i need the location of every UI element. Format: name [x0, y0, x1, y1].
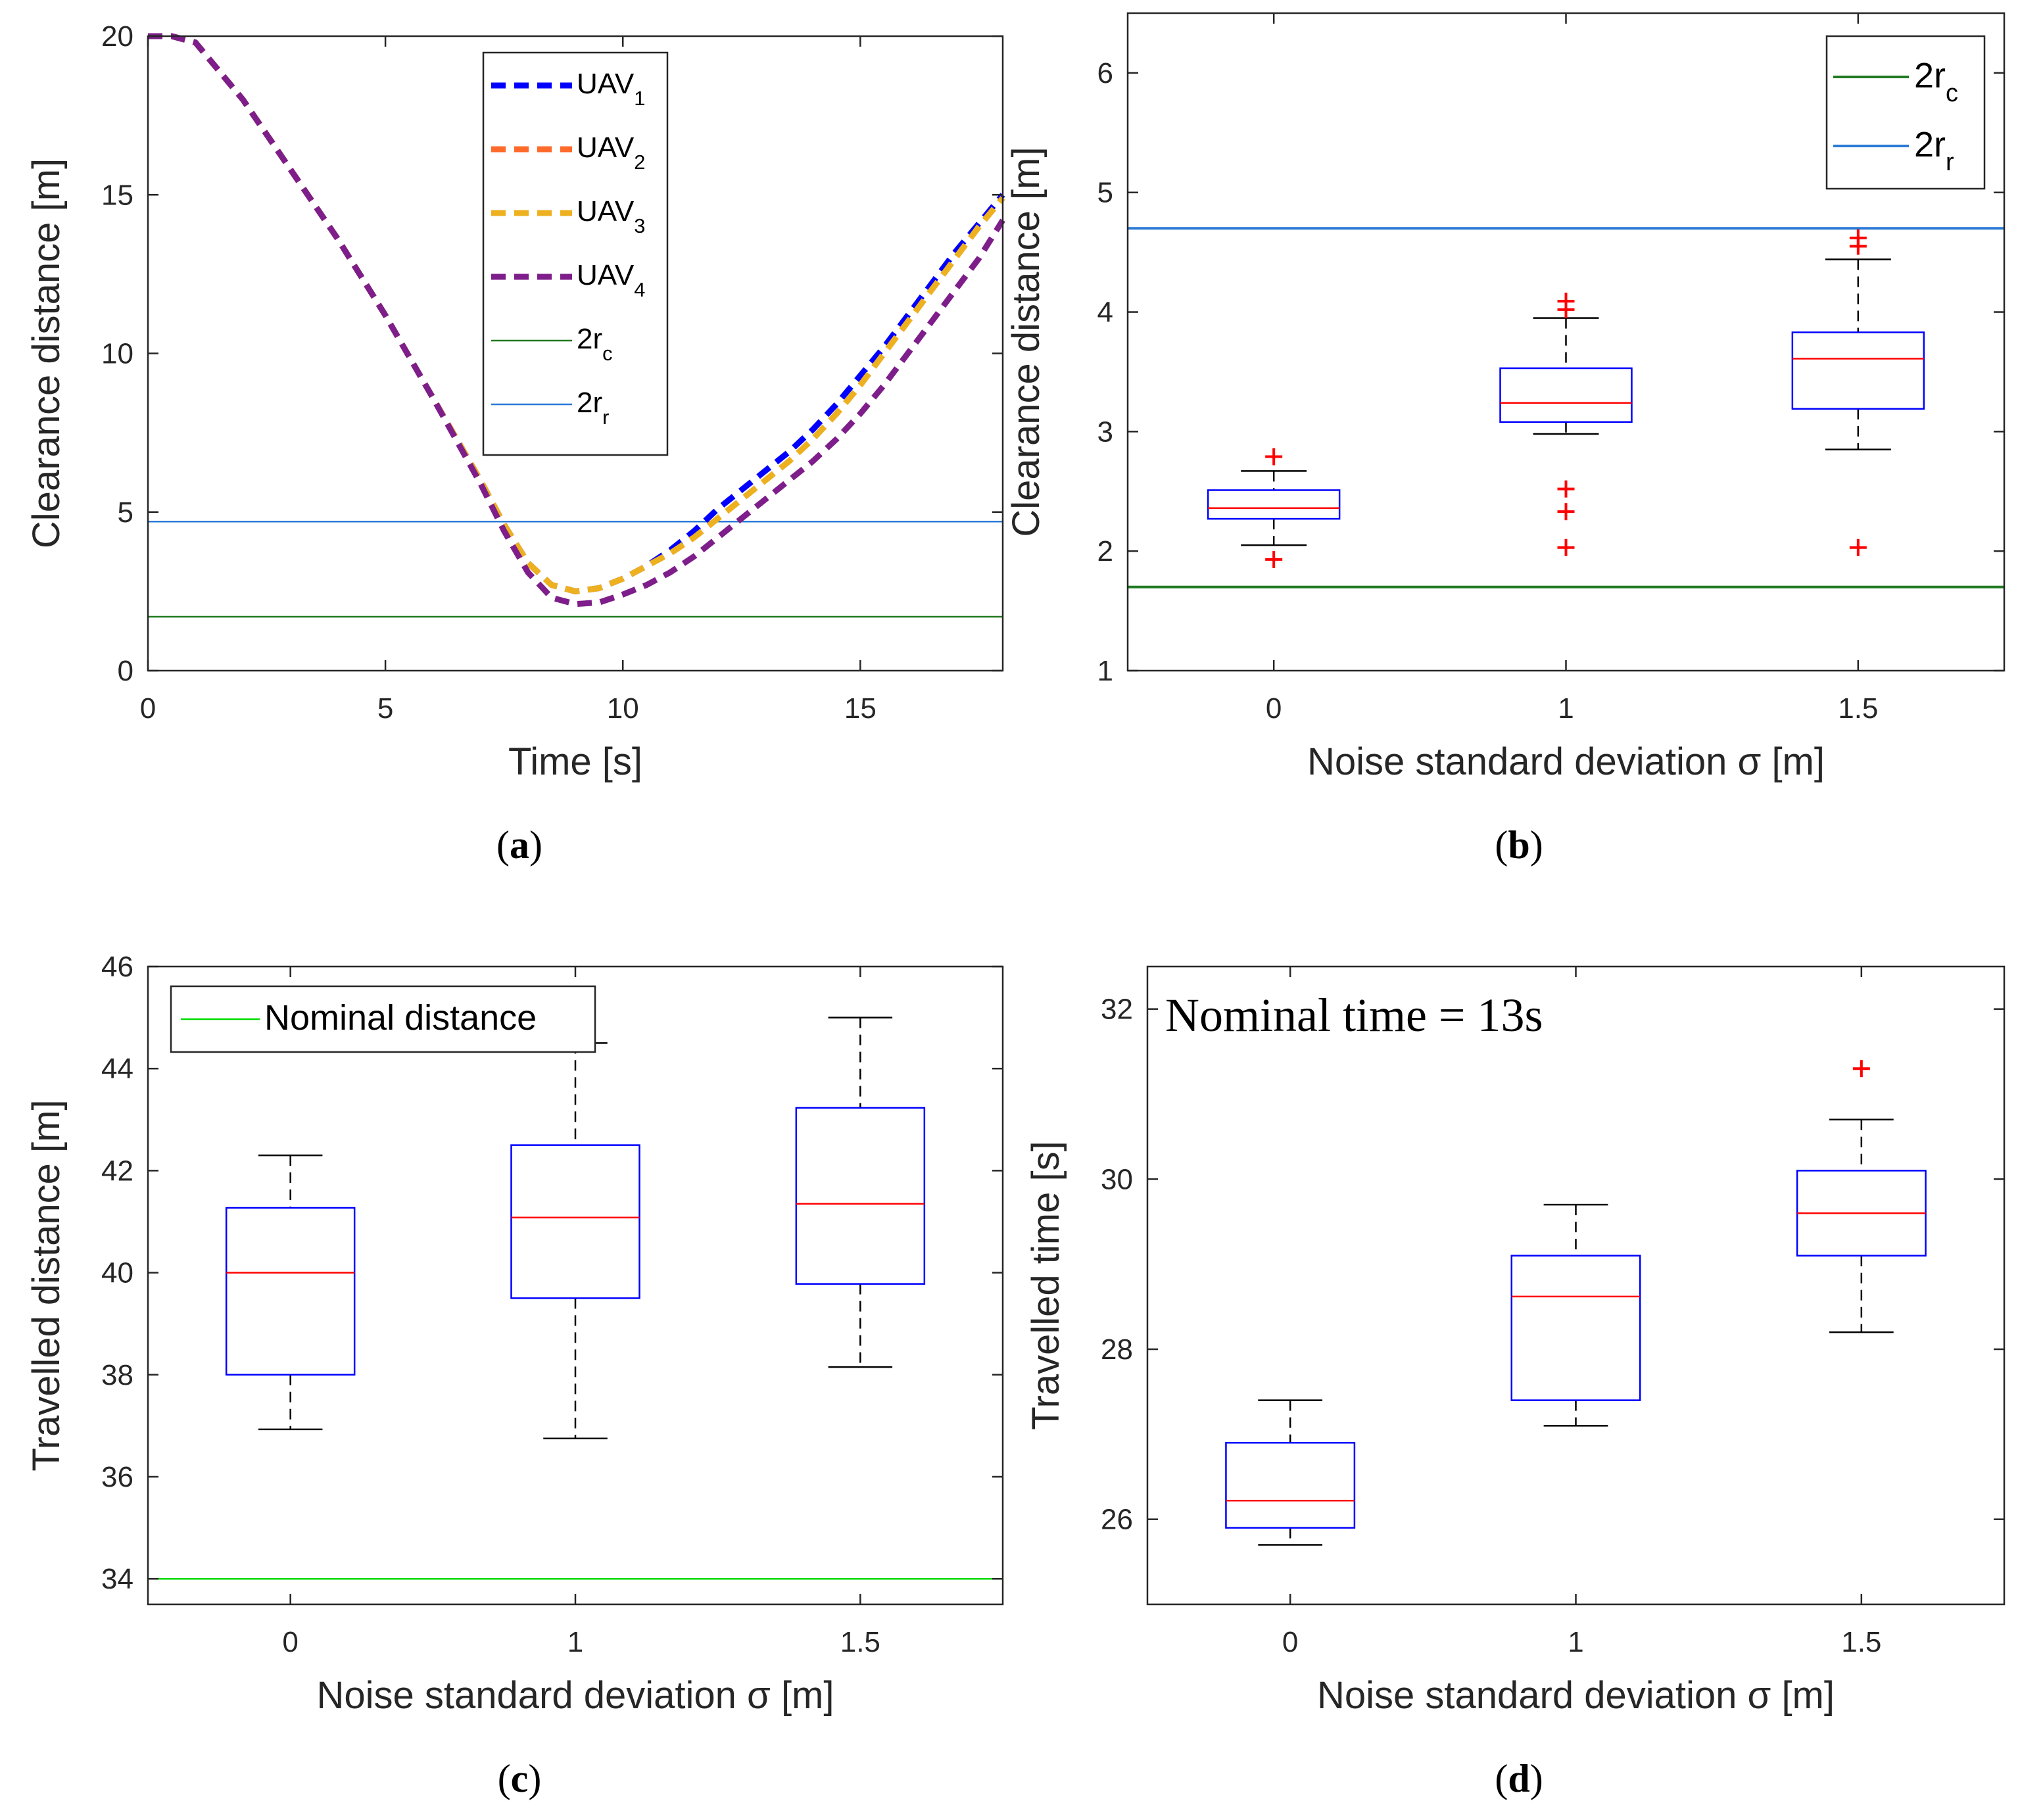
outlier-marker — [1852, 1060, 1870, 1078]
outlier-marker — [1265, 448, 1283, 466]
subfigure-label: (c) — [498, 1757, 542, 1800]
box-0 — [1225, 1399, 1356, 1546]
y-tick-label: 36 — [101, 1461, 133, 1493]
box-iqr — [1510, 1255, 1641, 1401]
y-tick-label: 46 — [101, 951, 133, 983]
box-2 — [1791, 229, 1925, 556]
y-tick-label: 44 — [101, 1053, 133, 1085]
outlier-marker — [1557, 539, 1575, 556]
y-axis-label: Travelled time [s] — [1024, 1141, 1067, 1429]
legend-label: UAV2 — [577, 132, 645, 174]
chart-a: 0 5 10 15 20 0 5 10 15 Time [s] Clearance distance… — [25, 20, 1005, 867]
x-tick-label: 1 — [1568, 1626, 1583, 1658]
legend-label: 2rc — [1914, 56, 1958, 107]
y-tick-label: 6 — [1097, 57, 1113, 89]
x-tick-label: 1 — [567, 1626, 583, 1658]
box-0 — [225, 1154, 356, 1431]
x-tick-label: 0 — [282, 1626, 298, 1658]
y-tick-label: 32 — [1101, 994, 1133, 1026]
legend-label: 2rc — [577, 323, 613, 365]
box-iqr — [510, 1144, 640, 1299]
legend-box — [482, 51, 669, 456]
legend: UAV1 UAV2 UAV3 UAV4 2rc 2rr — [482, 51, 669, 456]
legend-box — [1825, 35, 1986, 190]
x-axis-label: Time [s] — [508, 740, 642, 783]
box-2 — [1796, 1060, 1927, 1333]
legend-label: UAV3 — [577, 195, 645, 237]
box-1 — [510, 1042, 640, 1440]
outlier-marker — [1557, 480, 1575, 498]
subfigure-label: (b) — [1495, 823, 1543, 867]
x-tick-label: 0 — [1266, 692, 1282, 725]
y-tick-label: 42 — [101, 1155, 133, 1187]
x-tick-label: 5 — [377, 692, 393, 725]
legend: Nominal distance — [170, 985, 596, 1053]
legend-label: 2rr — [1914, 125, 1954, 176]
x-tick-label: 1 — [1558, 692, 1574, 725]
y-tick-label: 30 — [1101, 1163, 1133, 1195]
outlier-marker — [1265, 550, 1283, 568]
x-tick-label: 15 — [844, 692, 877, 725]
box-1 — [1499, 293, 1633, 556]
x-axis-label: Noise standard deviation σ [m] — [1307, 740, 1825, 783]
x-tick-label: 1.5 — [1838, 692, 1878, 725]
y-tick-label: 0 — [118, 655, 133, 687]
y-tick-label: 4 — [1097, 297, 1113, 329]
box-1 — [1510, 1203, 1641, 1427]
box-iqr — [1791, 331, 1925, 410]
y-tick-label: 5 — [1097, 177, 1113, 209]
x-axis-label: Noise standard deviation σ [m] — [1317, 1674, 1835, 1717]
y-tick-label: 34 — [101, 1563, 133, 1595]
y-tick-label: 10 — [101, 338, 133, 370]
outlier-marker — [1849, 229, 1867, 247]
y-axis-label: Clearance distance [m] — [1005, 147, 1047, 537]
y-tick-label: 5 — [118, 496, 133, 529]
y-tick-label: 3 — [1097, 416, 1113, 448]
y-axis-label: Travelled distance [m] — [25, 1099, 68, 1471]
legend-label: Nominal distance — [264, 998, 537, 1038]
legend-label: 2rr — [577, 387, 609, 429]
series-line-uav4 — [148, 33, 1005, 608]
x-tick-label: 0 — [1282, 1626, 1298, 1658]
box-2 — [795, 1017, 926, 1368]
x-tick-label: 1.5 — [1841, 1626, 1881, 1658]
outlier-marker — [1849, 539, 1867, 556]
y-tick-label: 20 — [101, 20, 133, 53]
y-tick-label: 40 — [101, 1257, 133, 1289]
x-axis-label: Noise standard deviation σ [m] — [317, 1674, 834, 1717]
box-iqr — [795, 1107, 926, 1285]
box-0 — [1207, 448, 1341, 568]
legend-label: UAV4 — [577, 259, 645, 301]
x-tick-label: 0 — [140, 692, 156, 725]
x-tick-label: 10 — [607, 692, 639, 725]
legend-label: UAV1 — [577, 68, 645, 110]
outlier-marker — [1557, 293, 1575, 310]
box-iqr — [1225, 1442, 1356, 1529]
y-tick-label: 38 — [101, 1359, 133, 1391]
y-tick-label: 28 — [1101, 1333, 1133, 1366]
y-tick-label: 15 — [101, 179, 133, 211]
y-tick-label: 2 — [1097, 535, 1113, 567]
subfigure-label: (d) — [1495, 1757, 1543, 1800]
chart-b: 1 2 3 4 5 6 0 1 1.5 Noise standard deviation σ [m… — [1005, 12, 2006, 867]
y-tick-label: 26 — [1101, 1504, 1133, 1536]
y-axis-label: Clearance distance [m] — [25, 158, 68, 548]
x-tick-label: 1.5 — [840, 1626, 880, 1658]
y-tick-label: 1 — [1097, 655, 1113, 687]
outlier-marker — [1557, 503, 1575, 521]
subfigure-label: (a) — [496, 823, 542, 867]
box-iqr — [1207, 489, 1341, 520]
box-iqr — [1499, 367, 1633, 423]
axes-box — [1146, 965, 2006, 1606]
annotation-nominal-time: Nominal time = 13s — [1165, 989, 1543, 1042]
box-iqr — [225, 1207, 356, 1376]
